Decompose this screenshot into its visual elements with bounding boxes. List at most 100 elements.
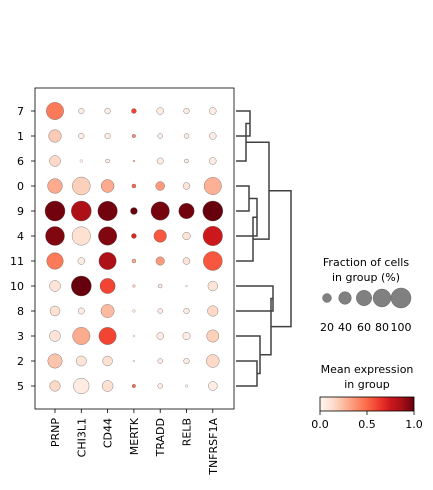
row-label: 0 xyxy=(17,180,24,193)
column-label: CD44 xyxy=(102,418,115,448)
row-label: 10 xyxy=(10,280,24,293)
dot-9-RELB xyxy=(178,203,195,219)
dot-4-RELB xyxy=(182,231,191,241)
dot-9-CD44 xyxy=(97,201,118,221)
dot-8-TNFRSF1A xyxy=(207,305,219,317)
size-legend-label: 20 xyxy=(320,321,334,334)
column-label: TRADD xyxy=(154,418,167,457)
dot-0-CD44 xyxy=(100,179,115,193)
dot-6-MERTK xyxy=(132,159,135,163)
dot-1-TNFRSF1A xyxy=(209,132,217,140)
dot-9-TNFRSF1A xyxy=(202,200,223,222)
dot-11-MERTK xyxy=(131,258,137,264)
dot-9-PRNP xyxy=(44,200,66,222)
dot-3-RELB xyxy=(182,332,191,340)
size-legend-title-line1: Fraction of cells xyxy=(323,256,409,269)
size-legend-label: 100 xyxy=(391,321,412,334)
row-label: 1 xyxy=(17,130,24,143)
colorbar-tick-label: 0.5 xyxy=(358,418,376,431)
size-legend-title-line2: in group (%) xyxy=(332,271,400,284)
dot-2-TRADD xyxy=(157,358,163,364)
size-legend-label: 60 xyxy=(357,321,371,334)
dots xyxy=(44,102,223,395)
dot-7-CHI3L1 xyxy=(78,107,85,115)
dot-6-RELB xyxy=(184,158,189,164)
dot-2-TNFRSF1A xyxy=(206,354,220,368)
size-legend-label: 40 xyxy=(338,321,352,334)
dot-7-MERTK xyxy=(131,108,137,114)
column-label: PRNP xyxy=(49,418,62,448)
dot-4-MERTK xyxy=(131,233,137,239)
dot-8-MERTK xyxy=(132,309,136,313)
dot-2-RELB xyxy=(183,357,190,365)
size-legend-dot xyxy=(372,288,392,308)
dot-10-CHI3L1 xyxy=(71,275,92,297)
dot-4-TNFRSF1A xyxy=(202,226,223,246)
dot-6-PRNP xyxy=(49,155,61,167)
dot-6-TNFRSF1A xyxy=(209,157,217,165)
dot-5-TNFRSF1A xyxy=(208,381,218,391)
row-label: 11 xyxy=(10,255,24,268)
dot-10-MERTK xyxy=(132,284,136,288)
dendrogram-branch xyxy=(236,285,274,312)
dot-11-TRADD xyxy=(155,256,165,266)
dot-11-CD44 xyxy=(98,252,117,270)
dot-3-CHI3L1 xyxy=(72,327,91,345)
dot-10-RELB xyxy=(185,284,188,288)
dot-8-TRADD xyxy=(157,308,163,314)
dot-3-CD44 xyxy=(98,327,117,345)
size-legend-dot xyxy=(390,287,412,309)
colorbar-tick-label: 0.0 xyxy=(311,418,329,431)
dot-2-CHI3L1 xyxy=(76,355,87,367)
column-label: CHI3L1 xyxy=(75,418,88,457)
dot-1-CHI3L1 xyxy=(78,132,85,140)
dot-10-CD44 xyxy=(99,278,116,294)
size-legend: Fraction of cells in group (%) 20 40 60 80 1… xyxy=(320,256,412,334)
dot-3-TRADD xyxy=(156,332,164,340)
row-label: 3 xyxy=(17,330,24,343)
dot-10-TRADD xyxy=(158,283,163,289)
dendrogram-branch xyxy=(236,185,250,212)
dot-0-CHI3L1 xyxy=(72,176,91,196)
color-legend: Mean expression in group 0.0 0.5 1.0 xyxy=(311,363,423,431)
dot-0-TNFRSF1A xyxy=(203,177,222,195)
dot-7-TNFRSF1A xyxy=(209,107,217,115)
row-label: 8 xyxy=(17,305,24,318)
dot-8-CHI3L1 xyxy=(77,307,85,315)
dot-7-PRNP xyxy=(46,102,64,120)
dot-3-PRNP xyxy=(49,330,61,342)
dot-11-CHI3L1 xyxy=(77,257,85,265)
dot-5-TRADD xyxy=(157,383,163,389)
size-legend-label: 80 xyxy=(375,321,389,334)
size-legend-dot xyxy=(322,293,332,303)
dendrogram xyxy=(236,110,292,387)
dot-2-PRNP xyxy=(47,353,63,369)
dot-9-MERTK xyxy=(130,207,138,215)
row-label: 6 xyxy=(17,155,24,168)
dot-1-CD44 xyxy=(104,132,111,140)
dot-0-PRNP xyxy=(47,178,63,194)
dot-8-PRNP xyxy=(49,305,61,317)
dot-7-TRADD xyxy=(156,107,164,115)
dendrogram-branch xyxy=(269,189,292,328)
dot-2-CD44 xyxy=(102,355,113,367)
colorbar-tick-label: 1.0 xyxy=(405,418,423,431)
dot-3-TNFRSF1A xyxy=(206,329,220,343)
dot-0-RELB xyxy=(182,182,191,190)
dot-4-PRNP xyxy=(45,226,65,246)
column-labels: PRNP CHI3L1 CD44 MERTK TRADD RELB TNFRSF1A xyxy=(49,409,220,476)
dot-4-CHI3L1 xyxy=(71,226,91,246)
dot-3-MERTK xyxy=(132,334,135,338)
dot-1-MERTK xyxy=(131,134,136,138)
color-legend-title-line2: in group xyxy=(344,378,389,391)
plot-frame xyxy=(34,87,235,410)
dot-4-CD44 xyxy=(98,226,117,246)
row-label: 7 xyxy=(17,105,24,118)
dot-0-TRADD xyxy=(155,181,165,191)
dot-11-PRNP xyxy=(46,252,64,270)
row-label: 5 xyxy=(17,380,24,393)
dot-5-RELB xyxy=(184,384,189,388)
size-legend-dot xyxy=(356,290,372,306)
row-label: 9 xyxy=(17,205,24,218)
